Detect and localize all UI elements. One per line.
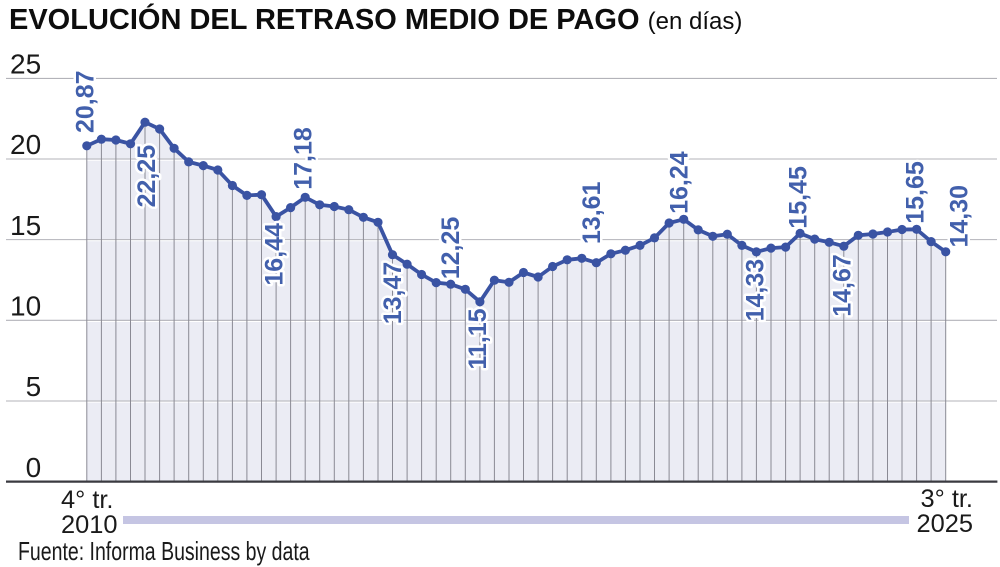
svg-text:15,45: 15,45 — [785, 166, 813, 229]
svg-text:5: 5 — [26, 371, 42, 402]
svg-text:13,61: 13,61 — [578, 181, 606, 244]
svg-text:20: 20 — [10, 129, 41, 160]
svg-text:13,47: 13,47 — [379, 262, 407, 325]
svg-text:10: 10 — [10, 291, 41, 322]
svg-text:17,18: 17,18 — [290, 127, 318, 190]
svg-text:16,24: 16,24 — [666, 151, 694, 214]
svg-text:14,67: 14,67 — [829, 254, 857, 317]
svg-text:11,15: 11,15 — [464, 308, 492, 369]
svg-text:14,33: 14,33 — [741, 259, 769, 322]
svg-text:0: 0 — [26, 452, 42, 483]
svg-text:15: 15 — [10, 210, 41, 241]
svg-text:25: 25 — [10, 49, 41, 80]
svg-text:22,25: 22,25 — [133, 145, 161, 208]
svg-text:12,25: 12,25 — [437, 217, 465, 280]
svg-text:15,65: 15,65 — [902, 161, 930, 224]
svg-text:14,30: 14,30 — [945, 185, 973, 248]
svg-text:20,87: 20,87 — [72, 70, 100, 133]
svg-text:16,44: 16,44 — [261, 223, 289, 286]
